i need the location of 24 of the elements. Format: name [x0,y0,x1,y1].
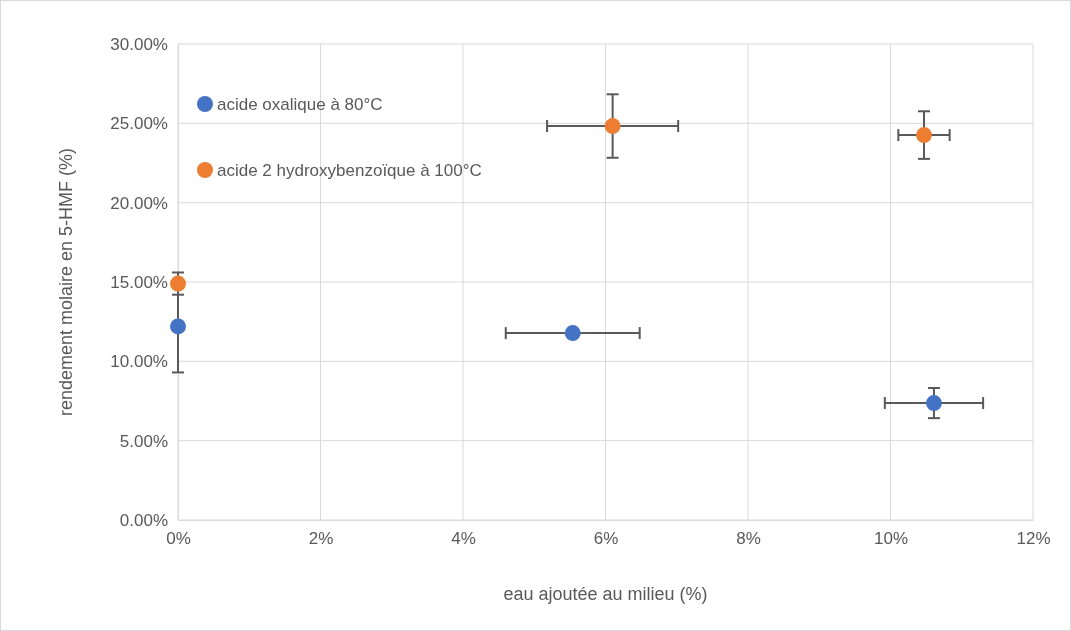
legend-label: acide oxalique à 80°C [217,95,383,114]
point [604,118,621,134]
y-tick-label: 25.00% [110,114,168,134]
y-tick-label: 0.00% [119,510,168,530]
x-tick-label: 10% [873,529,909,549]
point [170,275,186,292]
x-tick-label: 0% [166,529,191,549]
point [916,127,932,144]
x-tick-label: 12% [1016,529,1051,549]
point [170,318,186,335]
legend-label: acide 2 hydroxybenzoïque à 100°C [217,161,482,180]
point [925,395,942,412]
x-tick-label: 2% [308,529,334,549]
point [564,325,581,342]
y-tick-label: 10.00% [110,352,168,372]
y-tick-label: 15.00% [110,272,168,292]
y-axis-title: rendement molaire en 5-HMF (%) [56,147,76,417]
x-tick-label: 8% [736,529,761,549]
x-tick-label: 4% [451,529,476,549]
x-axis-title: eau ajoutée au milieu (%) [503,584,708,604]
y-tick-label: 30.00% [110,34,168,54]
y-tick-label: 20.00% [110,193,168,213]
x-tick-label: 6% [593,529,619,549]
y-tick-label: 5.00% [119,431,168,451]
